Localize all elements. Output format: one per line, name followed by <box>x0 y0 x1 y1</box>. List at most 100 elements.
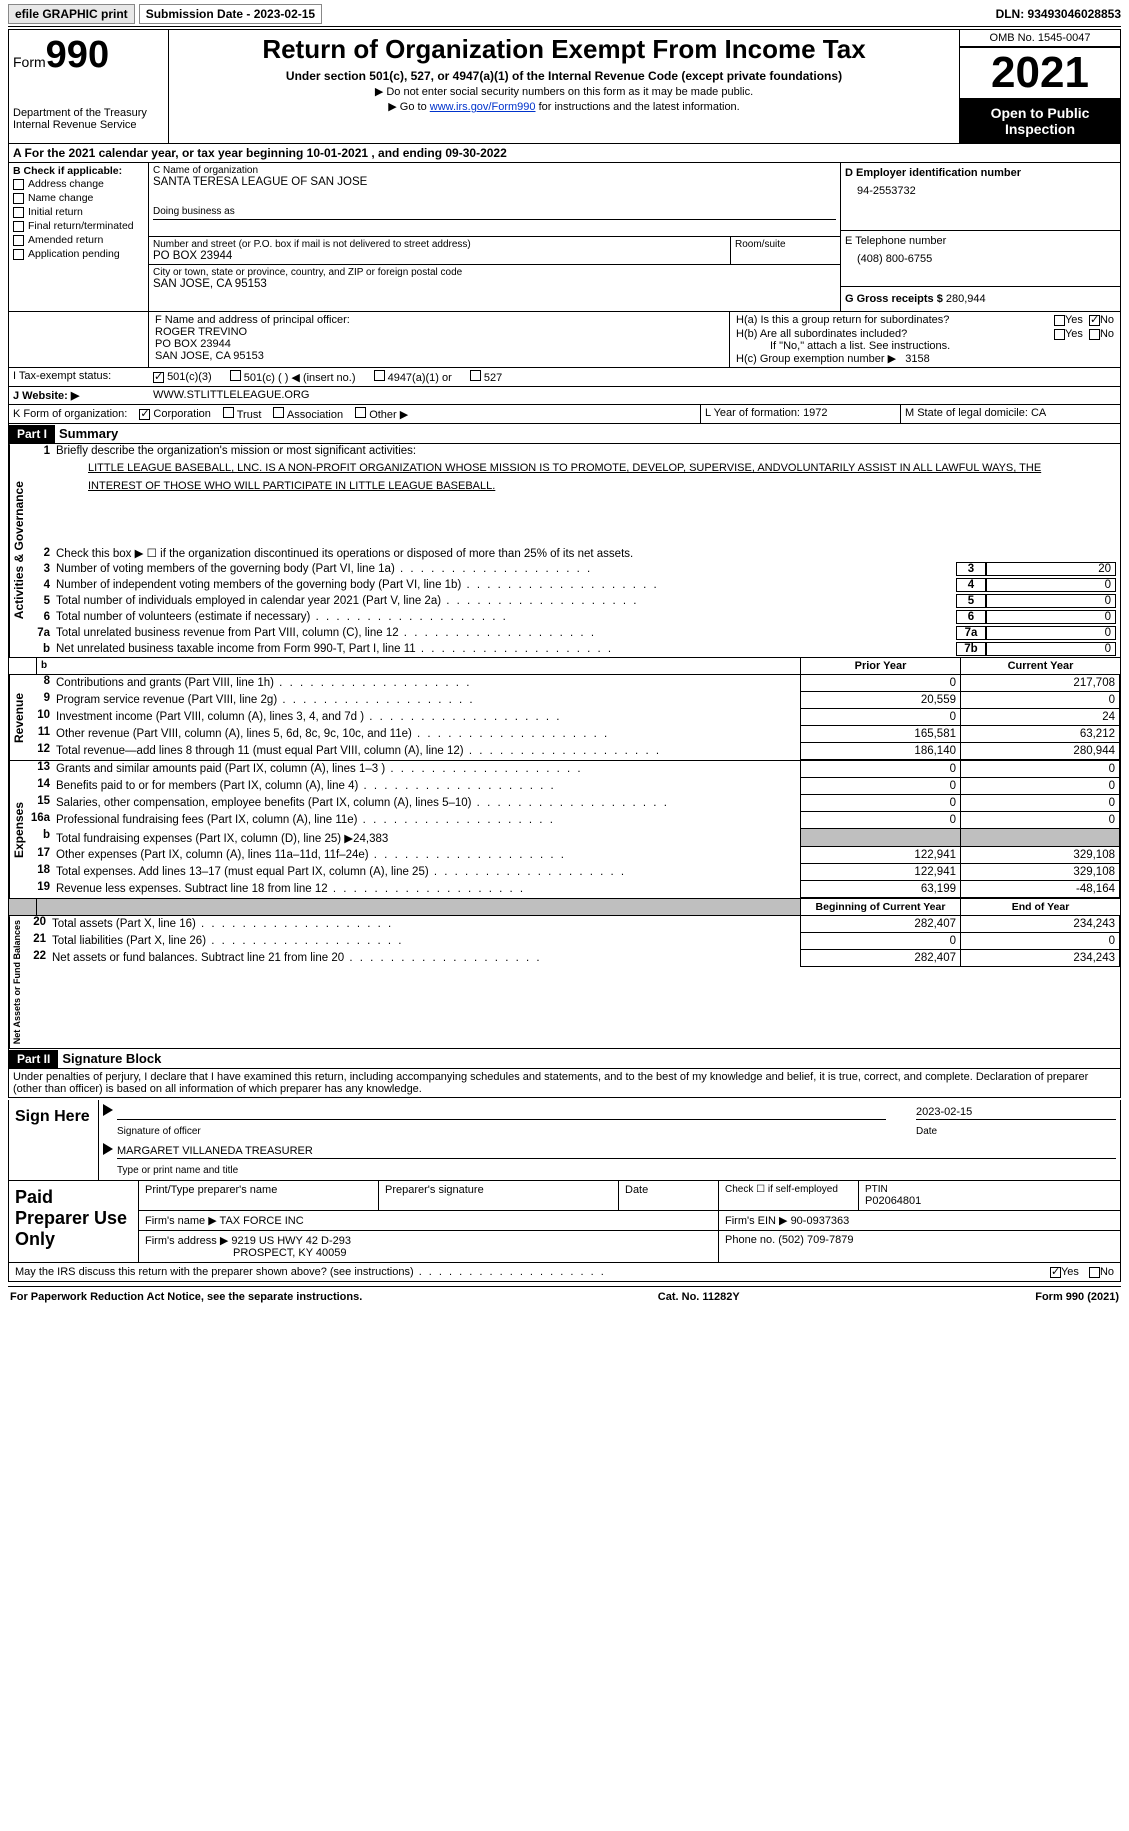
summary-row-4: 4Number of independent voting members of… <box>28 577 1120 593</box>
chk-discuss-yes[interactable] <box>1050 1267 1061 1278</box>
chk-corporation[interactable] <box>139 409 150 420</box>
form-title: Return of Organization Exempt From Incom… <box>173 34 955 65</box>
telephone-value: (408) 800-6755 <box>845 247 1116 265</box>
chk-association[interactable] <box>273 407 284 418</box>
tax-year: 2021 <box>960 47 1120 99</box>
fin-row-17: 17Other expenses (Part IX, column (A), l… <box>28 847 1120 864</box>
fin-row-15: 15Salaries, other compensation, employee… <box>28 795 1120 812</box>
fin-row-19: 19Revenue less expenses. Subtract line 1… <box>28 881 1120 898</box>
ptin: P02064801 <box>865 1195 1114 1207</box>
officer-name: ROGER TREVINO <box>155 326 723 338</box>
part1-header: Part I Summary <box>8 424 1121 444</box>
form-subtitle-1: Under section 501(c), 527, or 4947(a)(1)… <box>173 69 955 83</box>
officer-addr1: PO BOX 23944 <box>155 338 723 350</box>
org-name: SANTA TERESA LEAGUE OF SAN JOSE <box>153 176 836 188</box>
open-to-public: Open to Public Inspection <box>960 99 1120 143</box>
chk-initial-return[interactable] <box>13 207 24 218</box>
firm-name: TAX FORCE INC <box>220 1215 304 1227</box>
summary-row-3: 3Number of voting members of the governi… <box>28 561 1120 577</box>
chk-501c3[interactable] <box>153 372 164 383</box>
chk-amended-return[interactable] <box>13 235 24 246</box>
form-990-page: efile GRAPHIC print Submission Date - 20… <box>0 0 1129 1311</box>
na-hdr: Beginning of Current Year End of Year <box>8 899 1121 916</box>
line-i: I Tax-exempt status: 501(c)(3) 501(c) ( … <box>8 368 1121 387</box>
fin-row-13: 13Grants and similar amounts paid (Part … <box>28 761 1120 778</box>
arrow-icon <box>103 1104 113 1116</box>
summary-row-5: 5Total number of individuals employed in… <box>28 593 1120 609</box>
fin-row-14: 14Benefits paid to or for members (Part … <box>28 778 1120 795</box>
summary-row-7a: 7aTotal unrelated business revenue from … <box>28 625 1120 641</box>
netassets-section: Net Assets or Fund Balances 20Total asse… <box>8 916 1121 1049</box>
form-subtitle-2: ▶ Do not enter social security numbers o… <box>173 85 955 98</box>
chk-other[interactable] <box>355 407 366 418</box>
form-number: Form990 <box>13 34 164 77</box>
fin-row-20: 20Total assets (Part X, line 16)282,4072… <box>24 916 1120 933</box>
revenue-section: Revenue 8Contributions and grants (Part … <box>8 675 1121 761</box>
paid-preparer-block: Paid Preparer Use Only Print/Type prepar… <box>8 1181 1121 1263</box>
part1-body: Activities & Governance 1Briefly describ… <box>8 444 1121 658</box>
entity-block: B Check if applicable: Address change Na… <box>8 163 1121 312</box>
f-h-block: F Name and address of principal officer:… <box>8 312 1121 368</box>
state-domicile: CA <box>1031 407 1046 419</box>
fin-row-12: 12Total revenue—add lines 8 through 11 (… <box>28 743 1120 760</box>
box-deg: D Employer identification number 94-2553… <box>840 163 1120 311</box>
firm-address-2: PROSPECT, KY 40059 <box>145 1247 712 1259</box>
page-footer: For Paperwork Reduction Act Notice, see … <box>8 1286 1121 1307</box>
firm-address-1: 9219 US HWY 42 D-293 <box>231 1235 351 1247</box>
chk-name-change[interactable] <box>13 193 24 204</box>
submission-date: Submission Date - 2023-02-15 <box>139 4 322 24</box>
form-subtitle-3: ▶ Go to www.irs.gov/Form990 for instruct… <box>173 100 955 113</box>
efile-print-button[interactable]: efile GRAPHIC print <box>8 4 135 24</box>
dln-number: DLN: 93493046028853 <box>996 7 1121 21</box>
chk-hb-no[interactable] <box>1089 329 1100 340</box>
officer-addr2: SAN JOSE, CA 95153 <box>155 350 723 362</box>
line-j: J Website: ▶ WWW.STLITTLELEAGUE.ORG <box>8 387 1121 405</box>
sign-here-block: Sign Here Signature of officer 2023-02-1… <box>8 1100 1121 1181</box>
firm-ein: 90-0937363 <box>791 1215 850 1227</box>
fin-row-9: 9Program service revenue (Part VIII, lin… <box>28 692 1120 709</box>
line-a-tax-year: A For the 2021 calendar year, or tax yea… <box>8 144 1121 163</box>
chk-527[interactable] <box>470 370 481 381</box>
summary-row-7b: bNet unrelated business taxable income f… <box>28 641 1120 657</box>
discuss-row: May the IRS discuss this return with the… <box>8 1263 1121 1282</box>
dba-value <box>153 220 836 234</box>
fin-row-22: 22Net assets or fund balances. Subtract … <box>24 950 1120 967</box>
chk-trust[interactable] <box>223 407 234 418</box>
line-klm: K Form of organization: Corporation Trus… <box>8 405 1121 424</box>
summary-row-6: 6Total number of volunteers (estimate if… <box>28 609 1120 625</box>
website-value: WWW.STLITTLELEAGUE.ORG <box>149 387 1120 404</box>
mission-text: LITTLE LEAGUE BASEBALL, LNC. IS A NON-PR… <box>28 458 1120 497</box>
irs-label: Internal Revenue Service <box>13 119 164 131</box>
fin-row-b: bTotal fundraising expenses (Part IX, co… <box>28 829 1120 847</box>
chk-hb-yes[interactable] <box>1054 329 1065 340</box>
fin-row-18: 18Total expenses. Add lines 13–17 (must … <box>28 864 1120 881</box>
chk-final-return[interactable] <box>13 221 24 232</box>
side-expenses: Expenses <box>9 761 28 898</box>
year-formation: 1972 <box>803 407 827 419</box>
street-address: PO BOX 23944 <box>153 250 726 262</box>
fin-row-16a: 16aProfessional fundraising fees (Part I… <box>28 812 1120 829</box>
chk-4947[interactable] <box>374 370 385 381</box>
side-revenue: Revenue <box>9 675 28 760</box>
fin-row-10: 10Investment income (Part VIII, column (… <box>28 709 1120 726</box>
sign-date: 2023-02-15 <box>916 1106 1116 1120</box>
chk-ha-no[interactable] <box>1089 315 1100 326</box>
firm-phone: (502) 709-7879 <box>778 1234 853 1246</box>
dept-treasury: Department of the Treasury <box>13 107 164 119</box>
irs-link[interactable]: www.irs.gov/Form990 <box>430 101 536 113</box>
chk-ha-yes[interactable] <box>1054 315 1065 326</box>
chk-501c[interactable] <box>230 370 241 381</box>
chk-application-pending[interactable] <box>13 249 24 260</box>
form-header: Form990 Department of the Treasury Inter… <box>8 29 1121 144</box>
box-c: C Name of organization SANTA TERESA LEAG… <box>149 163 840 311</box>
chk-address-change[interactable] <box>13 179 24 190</box>
omb-number: OMB No. 1545-0047 <box>960 30 1120 47</box>
officer-print-name: MARGARET VILLANEDA TREASURER <box>117 1145 1116 1159</box>
fin-row-21: 21Total liabilities (Part X, line 26)00 <box>24 933 1120 950</box>
arrow-icon <box>103 1143 113 1155</box>
side-net-assets: Net Assets or Fund Balances <box>9 916 24 1048</box>
chk-discuss-no[interactable] <box>1089 1267 1100 1278</box>
side-activities-governance: Activities & Governance <box>9 444 28 657</box>
perjury-declaration: Under penalties of perjury, I declare th… <box>8 1069 1121 1098</box>
city-state-zip: SAN JOSE, CA 95153 <box>153 278 836 290</box>
